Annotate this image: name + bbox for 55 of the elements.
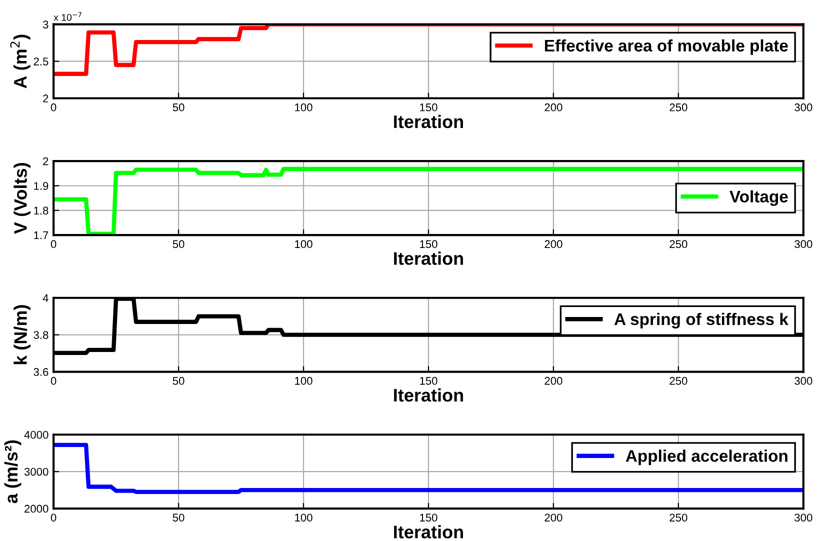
x-tick-label: 100 [295, 103, 312, 112]
x-tick-label: 150 [420, 103, 438, 112]
y-tick-label: 2 [43, 157, 48, 166]
x-tick-label: 250 [670, 514, 688, 522]
x-tick-label: 50 [172, 376, 184, 385]
y-tick-label: 2 [43, 94, 48, 102]
x-tick-label: 200 [544, 376, 562, 385]
x-tick-label: 50 [172, 240, 184, 248]
y-axis-title: a (m/s²) [4, 440, 22, 504]
y-tick-label: 1.9 [34, 182, 48, 190]
x-axis-title: Iteration [394, 114, 463, 128]
x-tick-label: 50 [172, 103, 184, 112]
x-tick-label: 200 [544, 240, 562, 248]
y-tick-label: 3.6 [34, 368, 48, 376]
y-tick-label: 2.5 [34, 58, 48, 66]
x-tick-label: 250 [670, 103, 688, 112]
text: x 10$^{−7}$ [54, 12, 82, 21]
x-tick-label: 0 [50, 514, 56, 522]
x-axis-title: Iteration [394, 388, 463, 402]
x-tick-label: 150 [420, 240, 438, 248]
x-tick-label: 300 [794, 514, 812, 522]
x-tick-label: 200 [544, 103, 562, 112]
x-tick-label: 300 [794, 103, 812, 112]
y-tick-label: 4 [42, 294, 48, 302]
x-tick-label: 300 [794, 376, 812, 385]
y-tick-label: 1.7 [34, 231, 48, 240]
legend-label: A spring of stiffness k [614, 312, 788, 328]
x-axis-title: Iteration [394, 252, 463, 265]
legend-label: Effective area of movable plate [544, 39, 788, 55]
x-tick-label: 250 [670, 376, 688, 385]
legend-label: Voltage [730, 190, 788, 206]
y-tick-label: 3000 [24, 468, 48, 476]
x-tick-label: 150 [420, 376, 438, 385]
y-axis-title: A (m$^{2}$) [10, 34, 30, 88]
x-tick-label: 200 [544, 514, 562, 522]
x-tick-label: 250 [670, 240, 688, 248]
x-tick-label: 0 [50, 240, 56, 248]
legend-label: Applied acceleration [626, 450, 788, 466]
x-tick-label: 150 [420, 514, 438, 522]
x-axis-title: Iteration [394, 525, 463, 538]
line-series [54, 442, 804, 494]
x-tick-label: 0 [50, 376, 56, 385]
x-tick-label: 100 [295, 514, 312, 522]
y-tick-label: 4000 [24, 430, 48, 439]
y-tick-label: 3 [42, 20, 48, 28]
x-tick-label: 300 [794, 240, 812, 248]
x-tick-label: 100 [295, 376, 312, 385]
x-tick-label: 100 [295, 240, 312, 248]
y-tick-label: 2000 [24, 504, 48, 513]
y-axis-title: k (N/m) [14, 305, 30, 364]
y-tick-label: 1.8 [34, 206, 48, 215]
y-axis-title: V (Volts) [14, 163, 30, 234]
x-tick-label: 0 [50, 103, 56, 112]
x-tick-label: 50 [172, 514, 184, 522]
y-tick-label: 3.8 [34, 331, 48, 339]
